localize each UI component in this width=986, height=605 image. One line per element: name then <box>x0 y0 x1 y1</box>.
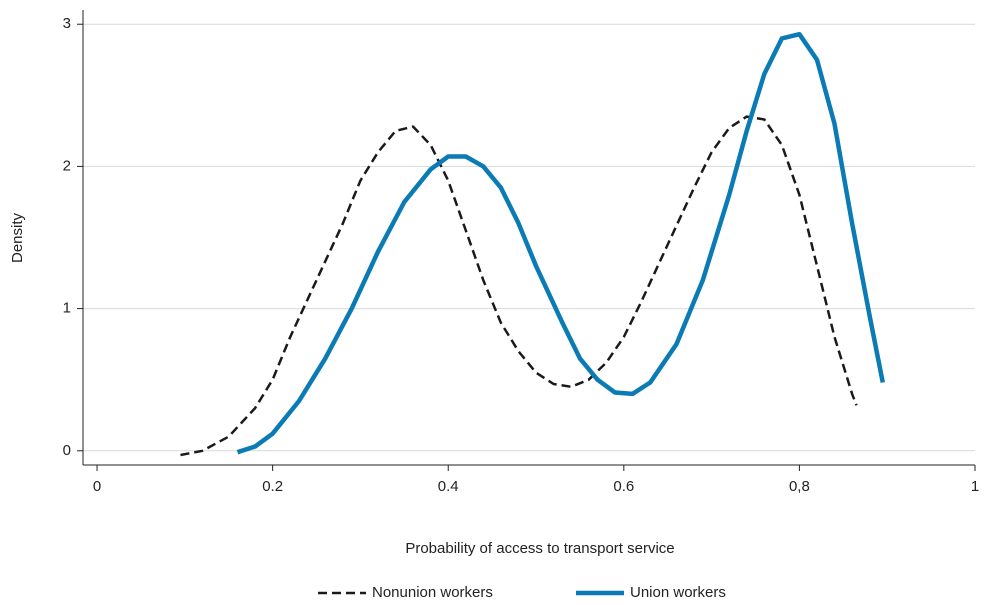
legend-label: Union workers <box>630 584 726 601</box>
y-axis-label: Density <box>9 212 26 263</box>
y-tick-label: 0 <box>63 442 71 459</box>
y-tick-label: 2 <box>63 157 71 174</box>
x-tick-label: 0.2 <box>262 478 283 495</box>
x-tick-label: 0.6 <box>613 478 634 495</box>
series-line <box>180 115 858 457</box>
y-tick-label: 1 <box>63 300 71 317</box>
x-tick-label: 1 <box>971 478 979 495</box>
legend-label: Nonunion workers <box>372 584 493 601</box>
x-tick-label: 0,8 <box>789 478 810 495</box>
y-tick-label: 3 <box>63 15 71 32</box>
x-tick-label: 0.4 <box>438 478 459 495</box>
series-line <box>236 31 886 455</box>
x-tick-label: 0 <box>93 478 101 495</box>
x-axis-label: Probability of access to transport servi… <box>405 540 674 557</box>
